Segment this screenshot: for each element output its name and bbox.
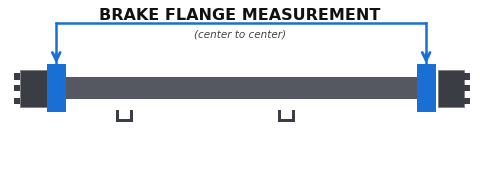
FancyBboxPatch shape — [14, 85, 21, 91]
Text: BRAKE FLANGE MEASUREMENT: BRAKE FLANGE MEASUREMENT — [99, 8, 381, 23]
Text: (center to center): (center to center) — [194, 29, 286, 39]
FancyBboxPatch shape — [116, 110, 119, 122]
FancyBboxPatch shape — [464, 98, 470, 104]
FancyBboxPatch shape — [417, 64, 436, 111]
FancyBboxPatch shape — [438, 70, 464, 107]
FancyBboxPatch shape — [278, 110, 281, 122]
FancyBboxPatch shape — [14, 98, 21, 104]
FancyBboxPatch shape — [59, 77, 421, 99]
FancyBboxPatch shape — [47, 64, 66, 111]
FancyBboxPatch shape — [116, 119, 132, 122]
FancyBboxPatch shape — [292, 110, 295, 122]
FancyBboxPatch shape — [464, 85, 470, 91]
FancyBboxPatch shape — [464, 73, 470, 80]
FancyBboxPatch shape — [14, 73, 21, 80]
FancyBboxPatch shape — [130, 110, 132, 122]
FancyBboxPatch shape — [21, 70, 47, 107]
FancyBboxPatch shape — [278, 119, 295, 122]
